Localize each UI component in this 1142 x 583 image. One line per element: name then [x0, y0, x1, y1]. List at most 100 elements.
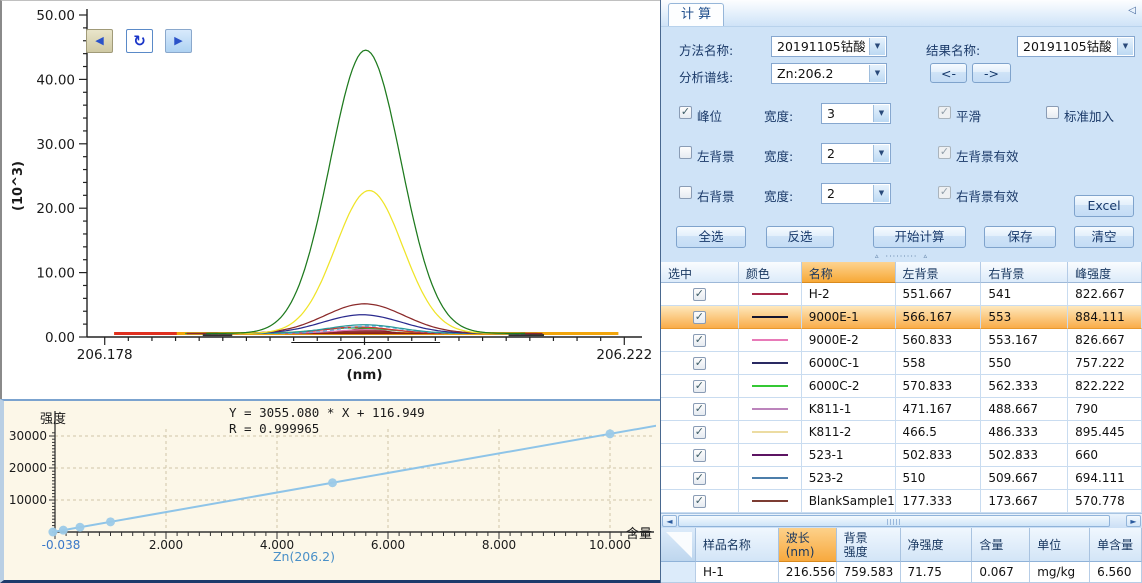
dropdown-arrow-icon[interactable]: ▼ [869, 38, 885, 55]
column-header[interactable]: 右背景 [981, 262, 1069, 283]
sample-column-header[interactable]: 背景 强度 [836, 528, 901, 562]
smooth-checkbox[interactable]: ✓ [938, 105, 951, 119]
dropdown-arrow-icon[interactable]: ▼ [873, 145, 889, 162]
clear-button[interactable]: 清空 [1074, 226, 1134, 248]
standard-addition-checkbox[interactable] [1046, 106, 1059, 119]
column-header[interactable]: 名称 [801, 262, 896, 283]
row-checkbox[interactable]: ✓ [692, 447, 706, 462]
right-background-checkbox[interactable] [679, 186, 692, 199]
svg-text:强度: 强度 [40, 411, 66, 427]
peak-width-select[interactable]: 3 ▼ [821, 103, 891, 124]
analysis-line-select[interactable]: Zn:206.2 ▼ [771, 63, 887, 84]
svg-text:(10^3): (10^3) [11, 161, 26, 211]
scrollbar-thumb[interactable] [678, 515, 1110, 527]
column-header[interactable]: 左背景 [895, 262, 982, 283]
calibration-point[interactable] [328, 478, 337, 488]
table-row[interactable]: ✓ 6000C-1 558 550 757.222 [661, 352, 1142, 375]
calibration-point[interactable] [58, 525, 68, 535]
svg-text:-0.038: -0.038 [42, 538, 81, 552]
row-checkbox[interactable]: ✓ [692, 378, 706, 393]
table-row[interactable]: ✓ 9000E-2 560.833 553.167 826.667 [661, 329, 1142, 352]
sample-column-header[interactable]: 单位 [1030, 528, 1091, 562]
peak-intensity-cell: 884.111 [1068, 306, 1142, 329]
calibration-point[interactable] [106, 517, 115, 527]
tab-calculate[interactable]: 计 算 [668, 3, 725, 26]
column-header[interactable]: 选中 [661, 262, 739, 283]
calibration-point[interactable] [75, 522, 85, 532]
left-background-checkbox[interactable] [679, 146, 692, 159]
chart-refresh-button[interactable]: ↻ [126, 29, 153, 53]
right-background-cell: 488.667 [981, 398, 1069, 421]
horizontal-scrollbar[interactable]: ◄ ► [661, 513, 1142, 528]
chart-forward-button[interactable]: ▶ [165, 29, 192, 53]
sample-cell: mg/kg [1030, 562, 1091, 583]
left-background-valid-checkbox[interactable]: ✓ [938, 145, 951, 159]
select-all-button[interactable]: 全选 [676, 226, 746, 248]
table-row[interactable]: ✓ K811-1 471.167 488.667 790 [661, 398, 1142, 421]
svg-text:30.00: 30.00 [36, 137, 75, 153]
collapse-panel-icon[interactable]: ◁ [1128, 5, 1136, 16]
right-background-cell: 553 [981, 306, 1069, 329]
right-background-valid-checkbox[interactable]: ✓ [938, 185, 951, 199]
row-checkbox[interactable]: ✓ [692, 332, 706, 347]
column-header[interactable]: 峰强度 [1068, 262, 1142, 283]
row-name-cell: 9000E-1 [801, 306, 896, 329]
table-row[interactable]: ✓ 523-1 502.833 502.833 660 [661, 444, 1142, 467]
calibration-point[interactable] [48, 527, 58, 537]
select-all-corner[interactable] [661, 528, 696, 562]
sample-column-header[interactable]: 净强度 [900, 528, 973, 562]
sample-column-header[interactable]: 波长 (nm) [778, 528, 837, 562]
row-checkbox[interactable]: ✓ [692, 355, 706, 370]
sample-column-header[interactable]: 含量 [972, 528, 1031, 562]
save-button[interactable]: 保存 [984, 226, 1056, 248]
result-name-select[interactable]: 20191105钴酸 ▼ [1017, 36, 1135, 57]
chart-back-button[interactable]: ◀ [86, 29, 113, 53]
excel-button[interactable]: Excel [1074, 195, 1134, 217]
next-line-button[interactable]: -> [972, 63, 1011, 83]
table-row[interactable]: ✓ 9000E-1 566.167 553 884.111 [661, 306, 1142, 329]
sample-row-handle [661, 562, 696, 583]
analysis-line-value: Zn:206.2 [777, 66, 834, 81]
row-checkbox[interactable]: ✓ [692, 401, 706, 416]
sample-column-header[interactable]: 样品名称 [695, 528, 779, 562]
invert-selection-button[interactable]: 反选 [766, 226, 834, 248]
right-width-select[interactable]: 2 ▼ [821, 183, 891, 204]
table-row[interactable]: ✓ BlankSample1 177.333 173.667 570.778 [661, 490, 1142, 513]
calibration-chart: 10000 20000 30000 -0.038 2.000 4.000 6.000 8.00… [9, 405, 658, 564]
table-row[interactable]: ✓ H-2 551.667 541 822.667 [661, 283, 1142, 306]
table-splitter[interactable]: ▵ ········· ▵ [661, 252, 1142, 262]
right-width-value: 2 [827, 186, 835, 201]
sample-column-header[interactable]: 单含量 [1090, 528, 1142, 562]
left-background-cell: 570.833 [895, 375, 982, 398]
column-header[interactable]: 颜色 [738, 262, 802, 283]
table-row[interactable]: ✓ 523-2 510 509.667 694.111 [661, 467, 1142, 490]
dropdown-arrow-icon[interactable]: ▼ [873, 185, 889, 202]
sample-cell: 759.583 [836, 562, 901, 583]
prev-line-button[interactable]: <- [930, 63, 967, 83]
svg-text:6.000: 6.000 [371, 538, 405, 552]
row-checkbox[interactable]: ✓ [692, 424, 706, 439]
splitter-up-icon: ▵ [923, 252, 928, 260]
dropdown-arrow-icon[interactable]: ▼ [869, 65, 885, 82]
left-width-select[interactable]: 2 ▼ [821, 143, 891, 164]
scroll-left-arrow-icon[interactable]: ◄ [662, 515, 677, 527]
table-row[interactable]: ✓ 6000C-2 570.833 562.333 822.222 [661, 375, 1142, 398]
row-select-cell: ✓ [661, 398, 739, 421]
method-name-select[interactable]: 20191105钴酸 ▼ [771, 36, 887, 57]
calibration-point[interactable] [605, 429, 615, 439]
scroll-right-arrow-icon[interactable]: ► [1126, 515, 1141, 527]
table-row[interactable]: ✓ K811-2 466.5 486.333 895.445 [661, 421, 1142, 444]
svg-text:10.00: 10.00 [36, 266, 75, 282]
dropdown-arrow-icon[interactable]: ▼ [873, 105, 889, 122]
row-checkbox[interactable]: ✓ [692, 309, 706, 324]
row-checkbox[interactable]: ✓ [692, 286, 706, 301]
dropdown-arrow-icon[interactable]: ▼ [1117, 38, 1133, 55]
peak-position-checkbox[interactable]: ✓ [679, 105, 692, 119]
row-checkbox[interactable]: ✓ [692, 493, 706, 508]
sample-row[interactable]: H-1 216.556 759.583 71.75 0.067 mg/kg 6.560 [661, 562, 1142, 583]
start-calculation-button[interactable]: 开始计算 [873, 226, 966, 248]
series-color-line [751, 500, 788, 502]
row-checkbox[interactable]: ✓ [692, 470, 706, 485]
row-color-cell [738, 306, 802, 329]
peak-intensity-cell: 822.222 [1068, 375, 1142, 398]
